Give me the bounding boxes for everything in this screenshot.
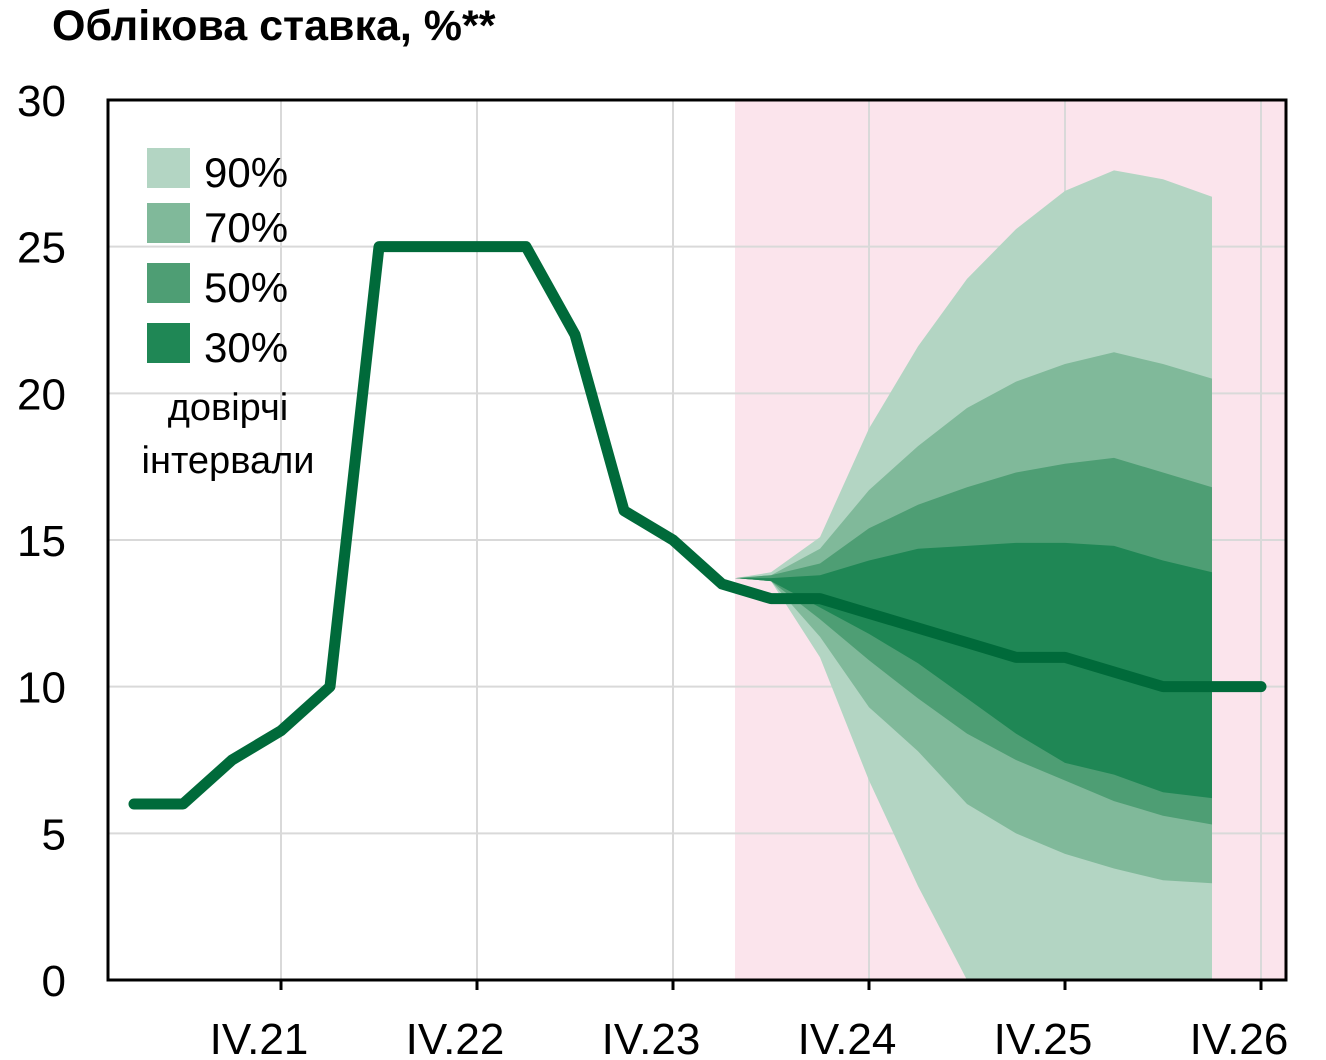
plot-border — [106, 98, 1288, 982]
legend-title-line: інтервали — [142, 440, 315, 482]
y-tick-label: 0 — [42, 957, 66, 1006]
x-tick-label: IV.23 — [602, 1015, 701, 1060]
policy-rate-series-line — [128, 241, 1267, 810]
y-tick-label: 30 — [17, 77, 66, 126]
legend-label: 30% — [204, 324, 288, 371]
chart-title: Облікова ставка, %** — [52, 2, 496, 50]
x-tick-label: IV.26 — [1190, 1015, 1289, 1060]
x-tick-label: IV.21 — [210, 1015, 309, 1060]
policy-rate-line — [128, 241, 1267, 810]
legend-label: 70% — [204, 204, 288, 251]
x-tick-label: IV.24 — [798, 1015, 897, 1060]
x-tick-label: IV.25 — [994, 1015, 1093, 1060]
y-tick-label: 25 — [17, 224, 66, 273]
y-tick-label: 15 — [17, 517, 66, 566]
legend-label: 90% — [204, 149, 288, 196]
legend-label: 50% — [204, 264, 288, 311]
plot-frame — [106, 98, 1288, 982]
y-tick-label: 20 — [17, 370, 66, 419]
legend-title-line: довірчі — [168, 387, 288, 429]
legend-swatch — [147, 323, 190, 363]
x-tick-label: IV.22 — [406, 1015, 505, 1060]
legend-swatch — [147, 148, 190, 188]
legend-swatch — [147, 263, 190, 303]
y-tick-label: 5 — [42, 810, 66, 859]
legend: 90% 70% 50% 30% довірчі інтервали — [142, 148, 315, 482]
x-axis-labels: IV.21 IV.22 IV.23 IV.24 IV.25 IV.26 — [210, 980, 1289, 1060]
legend-swatch — [147, 203, 190, 243]
y-axis-labels: 0 5 10 15 20 25 30 — [17, 77, 66, 1006]
fan-chart-bands — [735, 170, 1212, 980]
y-tick-label: 10 — [17, 664, 66, 713]
